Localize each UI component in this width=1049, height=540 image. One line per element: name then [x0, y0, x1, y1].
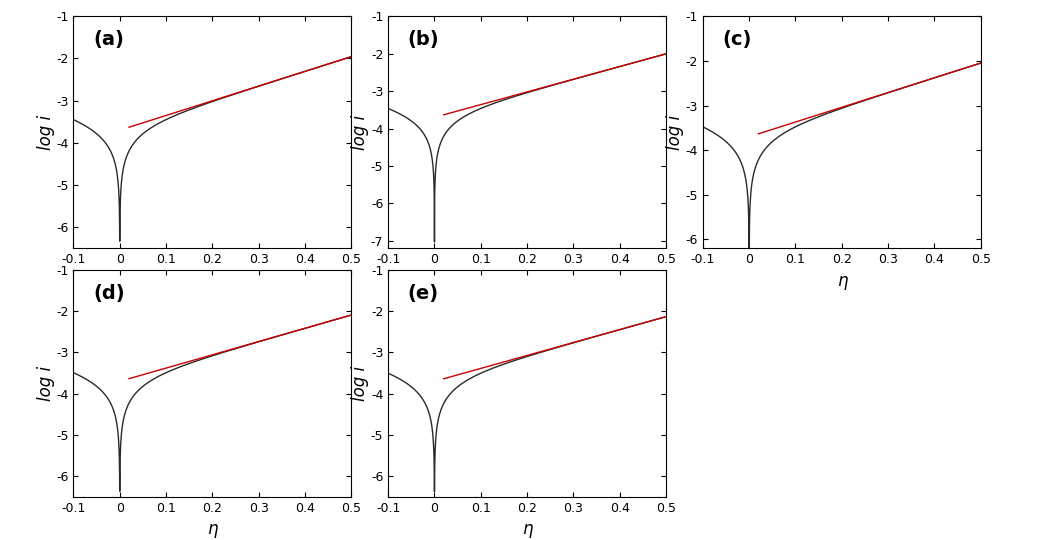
X-axis label: η: η [836, 272, 848, 290]
Text: (b): (b) [408, 30, 440, 49]
Y-axis label: log i: log i [351, 366, 369, 401]
Text: (c): (c) [723, 30, 752, 49]
Y-axis label: log i: log i [666, 114, 684, 150]
X-axis label: η: η [521, 520, 533, 538]
Text: (a): (a) [93, 30, 124, 49]
Y-axis label: log i: log i [37, 114, 55, 150]
X-axis label: η: η [521, 272, 533, 290]
Text: (d): (d) [93, 284, 125, 302]
Y-axis label: log i: log i [351, 114, 369, 150]
Text: (e): (e) [408, 284, 438, 302]
X-axis label: η: η [207, 272, 218, 290]
X-axis label: η: η [207, 520, 218, 538]
Y-axis label: log i: log i [37, 366, 55, 401]
